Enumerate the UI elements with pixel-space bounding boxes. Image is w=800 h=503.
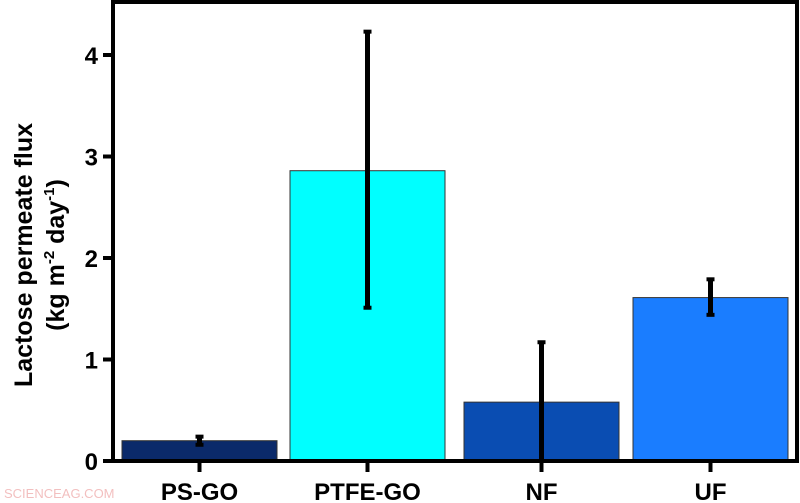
y-tick-label: 0 xyxy=(85,449,98,476)
plot-frame xyxy=(111,0,799,463)
x-tick-label: NF xyxy=(526,479,558,503)
y-tick-label: 4 xyxy=(85,43,99,70)
watermark: SCIENCEAG.COM xyxy=(4,486,115,501)
bar-uf xyxy=(632,297,789,462)
y-tick-label: 3 xyxy=(85,145,98,172)
x-tick-label: UF xyxy=(695,479,727,503)
y-axis-label: Lactose permeate flux xyxy=(10,123,38,387)
y-axis-label-units: (kg m-2 day-1) xyxy=(41,179,70,331)
x-tick-label: PTFE-GO xyxy=(314,479,421,503)
y-tick-label: 1 xyxy=(85,348,98,375)
y-tick-label: 2 xyxy=(85,246,98,273)
x-tick-label: PS-GO xyxy=(161,479,238,503)
